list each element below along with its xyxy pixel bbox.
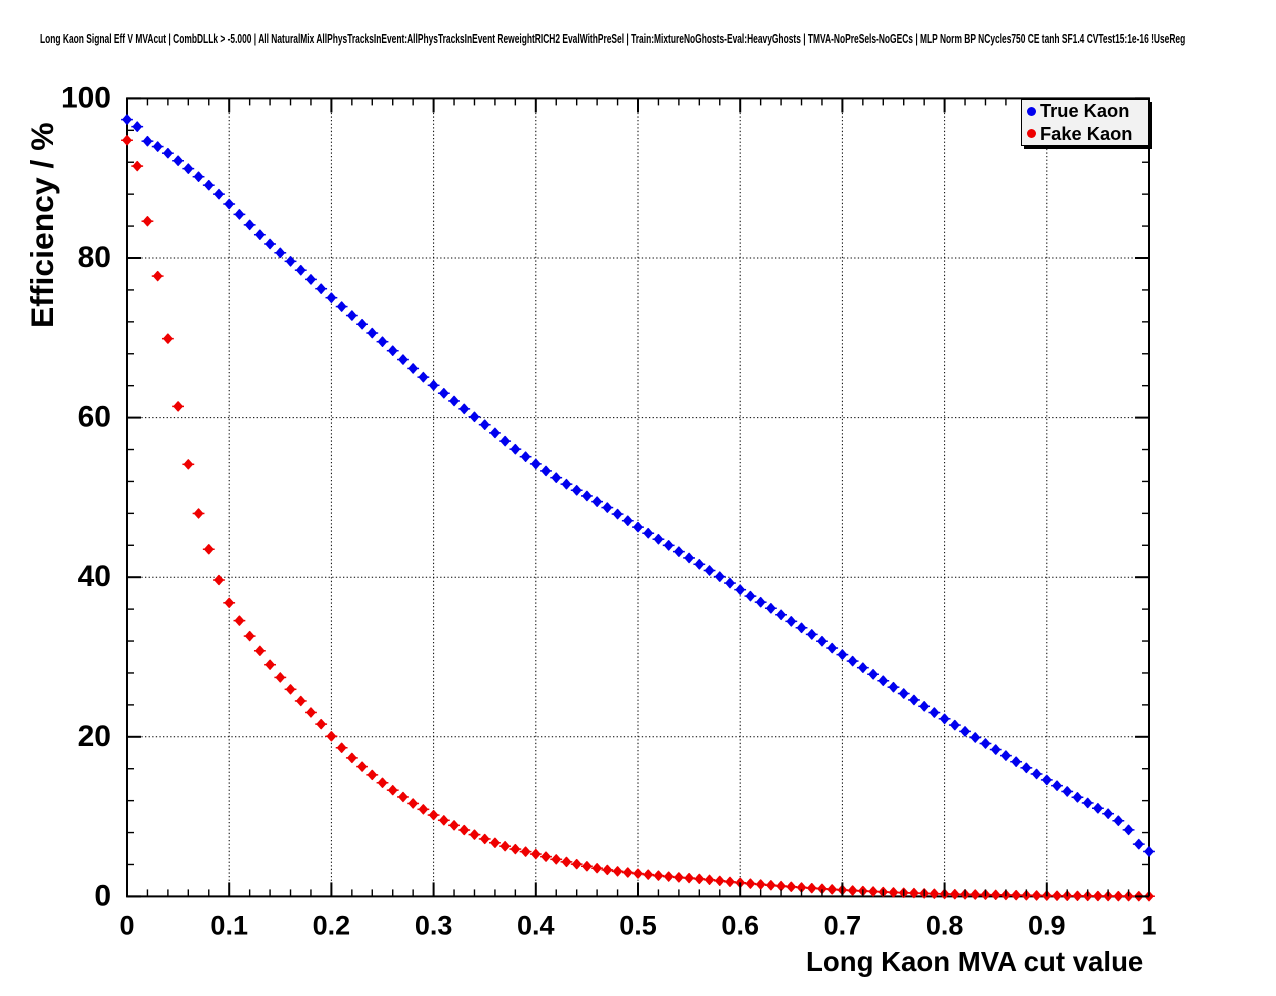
svg-text:0: 0 [119, 910, 134, 940]
svg-text:0.6: 0.6 [721, 910, 759, 940]
svg-text:0.9: 0.9 [1028, 910, 1066, 940]
svg-text:80: 80 [78, 241, 111, 274]
svg-text:0.1: 0.1 [210, 910, 248, 940]
svg-text:0: 0 [94, 879, 111, 912]
svg-text:40: 40 [78, 560, 111, 593]
svg-text:0.3: 0.3 [415, 910, 453, 940]
svg-text:100: 100 [61, 81, 111, 114]
svg-text:1: 1 [1141, 910, 1156, 940]
svg-text:0.2: 0.2 [313, 910, 351, 940]
svg-text:0.4: 0.4 [517, 910, 555, 940]
svg-text:0.7: 0.7 [824, 910, 862, 940]
svg-text:0.8: 0.8 [926, 910, 964, 940]
svg-text:60: 60 [78, 401, 111, 434]
svg-text:20: 20 [78, 720, 111, 753]
svg-text:0.5: 0.5 [619, 910, 657, 940]
